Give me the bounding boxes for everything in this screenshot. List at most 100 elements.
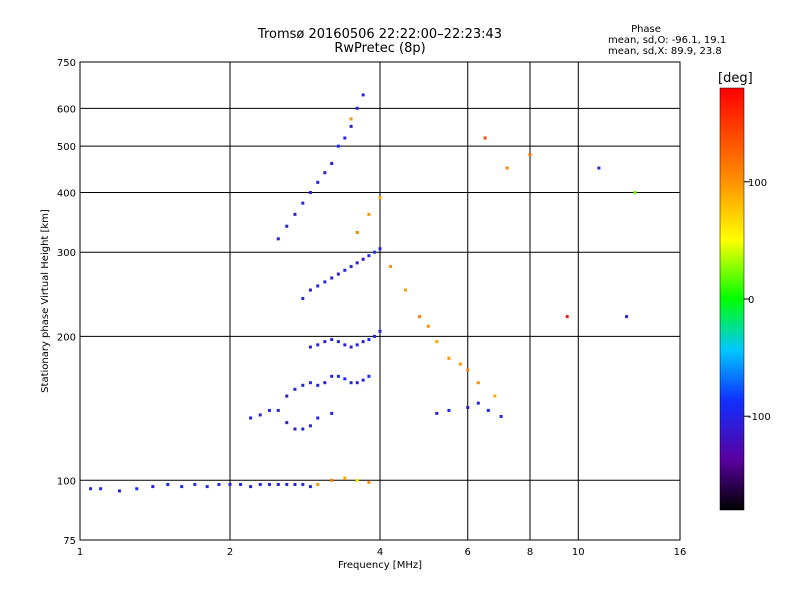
data-point [316,284,320,288]
data-point [308,424,312,428]
x-axis: 1 2 4 6 8 10 16 [77,547,687,558]
data-point [349,124,353,128]
data-point [336,272,340,276]
data-point [205,485,209,489]
data-point [239,482,243,486]
data-point [323,280,327,284]
data-point [367,374,371,378]
data-point [308,288,312,292]
data-point [151,485,155,489]
data-point [373,334,377,338]
y-axis: 75 100 200 300 400 500 600 750 [57,58,76,547]
data-point [285,394,289,398]
colorbar-ticks: 100 0 -100 [744,178,771,423]
x-tick-label: 16 [674,547,687,558]
data-point [447,356,451,360]
y-tick-label: 200 [57,332,76,343]
data-point [301,297,305,301]
x-tick-label: 10 [572,547,585,558]
data-point [466,368,470,372]
data-point [285,224,289,228]
data-point [330,161,334,165]
data-point [323,340,327,344]
colorbar-label: [deg] [718,71,753,86]
data-point [267,408,271,412]
data-point [378,196,382,200]
data-point [476,401,480,405]
data-point [249,485,253,489]
data-point [330,411,334,415]
data-point [378,247,382,251]
phase-stats-x: mean, sd,X: 89.9, 23.8 [608,46,722,57]
chart-subtitle: RwPretec (8p) [334,41,425,56]
data-point [316,180,320,184]
y-tick-label: 600 [57,104,76,115]
x-tick-label: 1 [77,547,83,558]
data-point [505,166,509,170]
colorbar-bar [719,87,745,511]
data-point [228,482,232,486]
data-point [486,408,490,412]
data-point [276,408,280,412]
data-point [389,265,393,269]
data-point [276,237,280,241]
data-point [316,343,320,347]
data-point [355,478,359,482]
x-tick-label: 2 [227,547,233,558]
data-point [597,166,601,170]
data-point [336,340,340,344]
y-tick-label: 500 [57,142,76,153]
data-point [417,315,421,319]
data-point [316,383,320,387]
phase-stats-o: mean, sd,O: -96.1, 19.1 [608,35,726,46]
data-point [276,482,280,486]
data-point [267,482,271,486]
x-tick-label: 4 [377,547,383,558]
data-point [349,345,353,349]
data-point [89,487,93,491]
data-point [361,340,365,344]
data-point [336,374,340,378]
data-point [293,427,297,431]
plot-area [79,61,681,541]
data-point [330,478,334,482]
data-point [349,117,353,121]
data-point [308,381,312,385]
chart-title: Tromsø 20160506 22:22:00–22:23:43 [257,27,502,42]
colorbar-tick-label: -100 [748,412,771,423]
data-point [367,338,371,342]
y-tick-label: 400 [57,188,76,199]
data-point [499,414,503,418]
y-tick-label: 100 [57,476,76,487]
data-point [249,416,253,420]
data-point [301,427,305,431]
grid-lines [80,62,680,540]
data-point [330,276,334,280]
y-axis-label: Stationary phase Virtual Height [km] [40,209,51,393]
data-point [258,413,262,417]
data-point [301,383,305,387]
data-point [330,374,334,378]
data-point [117,489,121,493]
phase-stats-title: Phase [631,24,661,35]
data-point [349,381,353,385]
y-tick-label: 300 [57,248,76,259]
data-point [355,106,359,110]
data-point [378,329,382,333]
data-point [355,261,359,265]
data-point [493,394,497,398]
data-point [293,482,297,486]
x-tick-label: 6 [465,547,471,558]
data-point [343,136,347,140]
data-point [625,315,629,319]
data-point [293,387,297,391]
y-tick-label: 750 [57,58,76,69]
data-point [301,201,305,205]
data-point [316,416,320,420]
data-point [361,93,365,97]
data-point [367,212,371,216]
data-point [99,487,103,491]
data-point [330,338,334,342]
plot-border [79,61,681,541]
